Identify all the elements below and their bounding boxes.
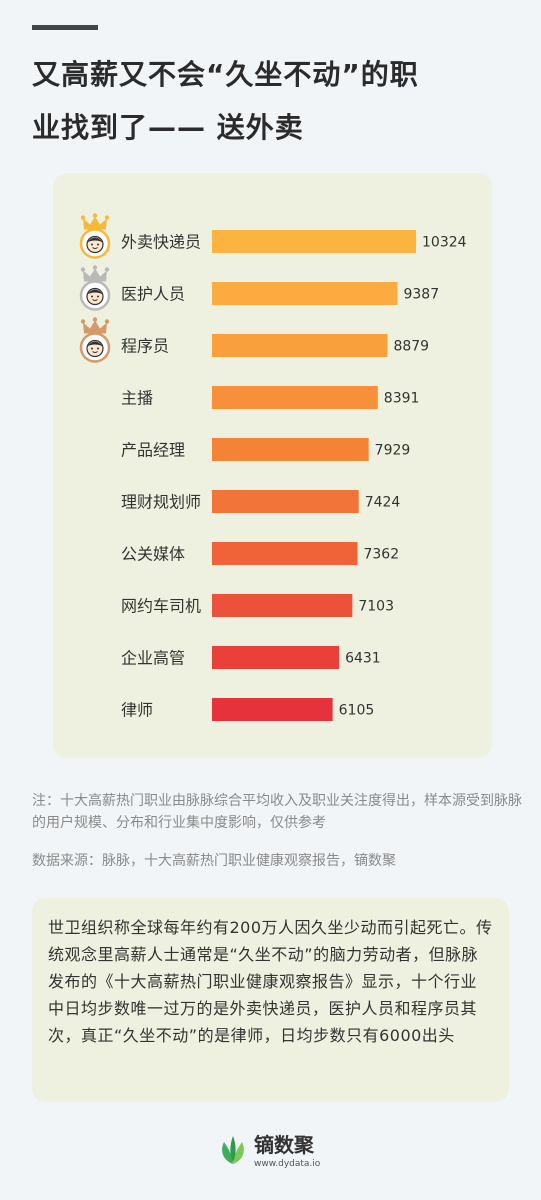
value-label: 7103 (358, 599, 394, 615)
category-label: 网约车司机 (121, 597, 201, 616)
category-label: 主播 (121, 389, 153, 408)
crown-jewel (104, 215, 110, 220)
bar (212, 594, 353, 617)
crown-icon (83, 216, 107, 230)
value-label: 6105 (339, 703, 375, 719)
leaf-logo-icon (222, 1136, 244, 1164)
crown-icon (83, 320, 107, 334)
bar (212, 490, 359, 513)
footnote: 注：十大高薪热门职业由脉脉综合平均收入及职业关注度得出，样本源受到脉脉的用户规模… (32, 793, 522, 831)
category-label: 外卖快递员 (121, 233, 201, 252)
crown-jewel (104, 319, 110, 324)
value-label: 8879 (393, 339, 429, 355)
category-label: 医护人员 (121, 285, 185, 304)
category-label: 理财规划师 (121, 493, 201, 512)
value-label: 10324 (422, 235, 467, 251)
brand-name: 镝数聚 (254, 1133, 314, 1157)
brand-logo: 镝数聚 www.dydata.io (218, 1132, 348, 1182)
avatar-mouth (92, 247, 98, 249)
bar (212, 698, 333, 721)
value-label: 7929 (375, 443, 411, 459)
value-label: 7424 (365, 495, 401, 511)
data-source: 数据来源：脉脉，十大高薪热门职业健康观察报告，镝数聚 (32, 853, 396, 869)
avatar-mouth (92, 299, 98, 301)
crown-jewel (92, 317, 98, 322)
category-label: 程序员 (121, 337, 169, 356)
bar-chart: 外卖快递员 10324 医护人员 9387 程序员 8879 主播 8391 产品经理 7929 理… (79, 213, 467, 721)
avatar-hair (87, 289, 103, 295)
bar (212, 334, 388, 357)
avatar-eye (97, 243, 99, 246)
avatar-hair (87, 237, 103, 243)
top-rule (32, 25, 98, 30)
avatar-eye (97, 347, 99, 350)
summary-text: 世卫组织称全球每年约有200万人因久坐少动而引起死亡。传统观念里高薪人士通常是“… (48, 918, 493, 1045)
page-title: 又高薪又不会“久坐不动”的职 业找到了—— 送外卖 (32, 48, 512, 154)
rank-medal-icon (79, 317, 111, 363)
avatar-eye (91, 295, 93, 298)
crown-jewel (92, 213, 98, 218)
value-label: 6431 (345, 651, 381, 667)
brand-url: www.dydata.io (254, 1159, 321, 1169)
avatar-eye (91, 243, 93, 246)
crown-jewel (80, 319, 86, 324)
bar (212, 542, 358, 565)
bar (212, 438, 369, 461)
avatar-eye (91, 347, 93, 350)
crown-jewel (92, 265, 98, 270)
value-label: 7362 (363, 547, 399, 563)
rank-medal-icon (79, 265, 111, 311)
value-label: 8391 (384, 391, 420, 407)
category-label: 企业高管 (121, 649, 185, 668)
category-label: 公关媒体 (121, 545, 185, 564)
category-label: 产品经理 (121, 441, 185, 460)
chart-card: 外卖快递员 10324 医护人员 9387 程序员 8879 主播 8391 产品经理 7929 理… (53, 173, 492, 758)
crown-icon (83, 268, 107, 282)
title-line-1: 又高薪又不会“久坐不动”的职 (32, 58, 419, 91)
avatar-hair (87, 341, 103, 347)
bar (212, 230, 416, 253)
crown-jewel (80, 215, 86, 220)
summary-card: 世卫组织称全球每年约有200万人因久坐少动而引起死亡。传统观念里高薪人士通常是“… (32, 898, 509, 1102)
crown-jewel (80, 267, 86, 272)
bar (212, 386, 378, 409)
title-line-2: 业找到了—— 送外卖 (32, 111, 304, 144)
bar (212, 282, 398, 305)
avatar-mouth (92, 351, 98, 353)
bar (212, 646, 340, 669)
avatar-eye (97, 295, 99, 298)
category-label: 律师 (121, 701, 153, 720)
value-label: 9387 (403, 287, 439, 303)
rank-medal-icon (79, 213, 111, 259)
crown-jewel (104, 267, 110, 272)
